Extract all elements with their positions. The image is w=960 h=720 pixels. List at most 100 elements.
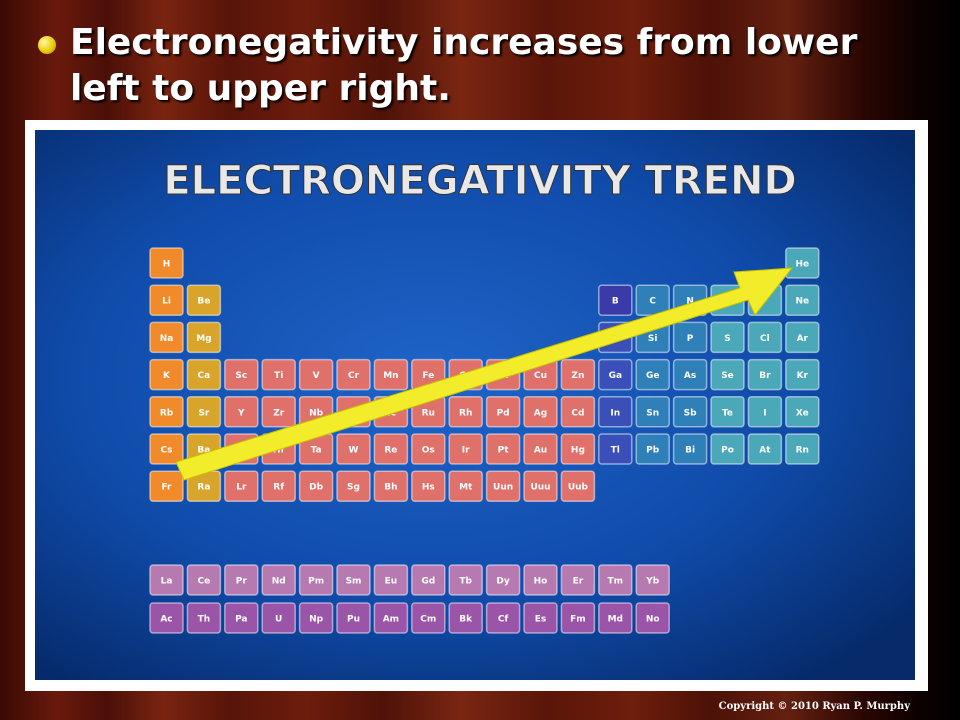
element-cell: [336, 564, 371, 596]
element-cell: [224, 358, 259, 391]
bullet-item: Electronegativity increases from lower l…: [36, 20, 930, 112]
element-symbol: Zn: [571, 371, 584, 381]
element-symbol: Tm: [608, 577, 624, 587]
element-cell: [336, 470, 371, 502]
element-symbol: Te: [722, 408, 733, 418]
element-symbol: Kr: [797, 371, 809, 381]
element-cell: [747, 433, 783, 465]
element-symbol: B: [612, 297, 619, 307]
element-cell: [186, 321, 222, 354]
element-symbol: Tl: [611, 446, 620, 456]
bullet-text: Electronegativity increases from lower l…: [70, 22, 858, 109]
element-cell: [336, 433, 371, 465]
element-cell: [336, 358, 371, 391]
element-symbol: Dy: [496, 577, 509, 587]
element-cell: [186, 396, 222, 428]
element-cell: [785, 396, 820, 428]
element-symbol: Os: [422, 446, 435, 456]
element-symbol: Cd: [571, 408, 584, 418]
element-symbol: Pb: [646, 446, 660, 456]
element-symbol: Nd: [272, 577, 286, 587]
element-cell: [411, 564, 446, 596]
element-cell: [598, 396, 633, 428]
element-cell: [635, 564, 670, 596]
element-cell: [448, 470, 483, 502]
element-cell: [485, 470, 521, 502]
element-symbol: C: [649, 297, 656, 307]
element-symbol: Ba: [197, 446, 210, 456]
element-symbol: Np: [309, 615, 324, 625]
element-cell: [149, 284, 184, 316]
element-symbol: Au: [534, 446, 547, 456]
element-cell: [373, 470, 409, 502]
element-cell: [747, 321, 783, 354]
element-cell: [149, 321, 184, 354]
element-symbol: Sn: [646, 408, 659, 418]
element-symbol: Ce: [198, 577, 211, 587]
element-cell: [785, 321, 820, 354]
element-symbol: Bi: [685, 446, 695, 456]
element-symbol: N: [686, 297, 694, 307]
element-symbol: In: [610, 408, 620, 418]
element-symbol: Ca: [198, 371, 211, 381]
element-symbol: Am: [383, 615, 399, 625]
trend-arrow: [175, 267, 794, 481]
element-symbol: As: [684, 371, 696, 381]
element-symbol: Lr: [236, 483, 247, 493]
element-symbol: Li: [162, 297, 171, 307]
element-cell: [448, 396, 483, 428]
element-cell: [298, 602, 334, 634]
element-cell: [261, 396, 296, 428]
element-symbol: La: [161, 577, 173, 587]
element-symbol: Ra: [197, 483, 210, 493]
element-cell: [635, 396, 670, 428]
element-cell: [485, 396, 521, 428]
element-symbol: S: [724, 334, 730, 344]
element-symbol: Sm: [346, 577, 362, 587]
element-symbol: Db: [309, 483, 323, 493]
element-cell: [485, 564, 521, 596]
element-cell: [710, 358, 745, 391]
element-symbol: Br: [759, 371, 771, 381]
element-cell: [149, 470, 184, 502]
element-cell: [747, 358, 783, 391]
element-symbol: Zr: [273, 408, 285, 418]
element-symbol: Md: [608, 615, 623, 625]
element-cell: [411, 470, 446, 502]
element-cell: [373, 358, 409, 391]
element-symbol: Uub: [568, 483, 589, 493]
element-cell: [672, 396, 708, 428]
element-symbol: Po: [721, 446, 734, 456]
element-symbol: Ho: [534, 577, 548, 587]
element-symbol: Pm: [308, 577, 324, 587]
element-cell: [411, 602, 446, 634]
element-symbol: Ac: [160, 615, 172, 625]
element-cell: [411, 433, 446, 465]
element-symbol: Rf: [273, 483, 284, 493]
element-symbol: Pd: [497, 408, 510, 418]
element-cell: [560, 564, 596, 596]
element-symbol: No: [646, 615, 660, 625]
element-cell: [373, 564, 409, 596]
element-cell: [298, 358, 334, 391]
element-symbol: Sg: [347, 483, 360, 493]
element-symbol: Bh: [384, 483, 397, 493]
element-cell: [186, 602, 222, 634]
element-symbol: Hg: [571, 446, 585, 456]
element-cell: [672, 433, 708, 465]
element-symbol: Ir: [462, 446, 470, 456]
element-cell: [224, 396, 259, 428]
element-cell: [373, 433, 409, 465]
element-cell: [710, 321, 745, 354]
element-symbol: Pt: [498, 446, 510, 456]
element-symbol: Cm: [420, 615, 436, 625]
element-symbol: Ar: [797, 334, 809, 344]
element-cell: [672, 321, 708, 354]
element-symbol: Eu: [385, 577, 398, 587]
element-cell: [186, 284, 222, 316]
element-symbol: Pr: [236, 577, 248, 587]
element-symbol: Na: [160, 334, 174, 344]
element-symbol: Er: [573, 577, 584, 587]
element-symbol: Sc: [235, 371, 247, 381]
element-symbol: Fe: [422, 371, 434, 381]
